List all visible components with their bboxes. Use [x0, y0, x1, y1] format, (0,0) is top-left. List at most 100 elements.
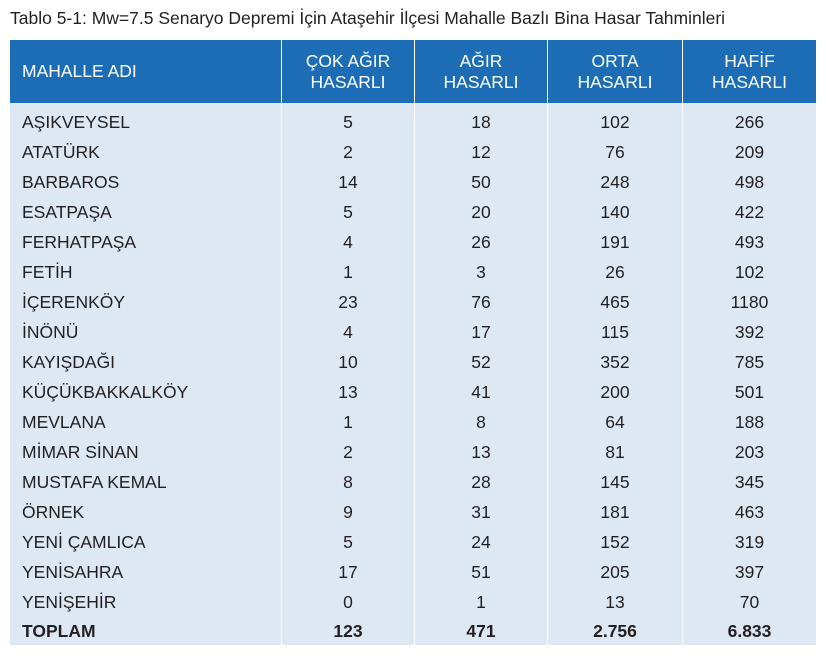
header-heavy-line1: AĞIR — [459, 50, 503, 71]
cell-moderate: 64 — [548, 407, 683, 437]
cell-heavy: 26 — [415, 227, 548, 257]
table-row: KÜÇÜKBAKKALKÖY 13 41 200 501 — [10, 377, 816, 407]
cell-heavy: 51 — [415, 557, 548, 587]
cell-light: 266 — [683, 103, 816, 137]
table-row: BARBAROS 14 50 248 498 — [10, 167, 816, 197]
cell-very-heavy: 5 — [282, 197, 415, 227]
cell-heavy: 41 — [415, 377, 548, 407]
cell-light: 463 — [683, 497, 816, 527]
cell-light: 188 — [683, 407, 816, 437]
cell-very-heavy: 2 — [282, 137, 415, 167]
table-row: MUSTAFA KEMAL 8 28 145 345 — [10, 467, 816, 497]
header-moderate-line2: HASARLI — [577, 71, 653, 92]
header-neighborhood-name: MAHALLE ADI — [10, 40, 282, 103]
cell-very-heavy: 4 — [282, 317, 415, 347]
cell-very-heavy: 23 — [282, 287, 415, 317]
cell-neighborhood-name: İÇERENKÖY — [10, 287, 282, 317]
cell-neighborhood-name: YENİSAHRA — [10, 557, 282, 587]
cell-neighborhood-name: KAYIŞDAĞI — [10, 347, 282, 377]
cell-neighborhood-name: İNÖNÜ — [10, 317, 282, 347]
table-row: KAYIŞDAĞI 10 52 352 785 — [10, 347, 816, 377]
table-row: MEVLANA 1 8 64 188 — [10, 407, 816, 437]
cell-neighborhood-name: AŞIKVEYSEL — [10, 103, 282, 137]
cell-neighborhood-name: ÖRNEK — [10, 497, 282, 527]
cell-neighborhood-name: MUSTAFA KEMAL — [10, 467, 282, 497]
cell-light: 392 — [683, 317, 816, 347]
table-row: MİMAR SİNAN 2 13 81 203 — [10, 437, 816, 467]
cell-heavy: 52 — [415, 347, 548, 377]
cell-very-heavy: 5 — [282, 103, 415, 137]
total-label: TOPLAM — [10, 617, 282, 645]
cell-moderate: 200 — [548, 377, 683, 407]
cell-moderate: 181 — [548, 497, 683, 527]
cell-heavy: 50 — [415, 167, 548, 197]
cell-very-heavy: 1 — [282, 257, 415, 287]
cell-heavy: 76 — [415, 287, 548, 317]
cell-moderate: 152 — [548, 527, 683, 557]
header-very-heavy-line1: ÇOK AĞIR — [305, 50, 391, 71]
cell-light: 345 — [683, 467, 816, 497]
cell-light: 785 — [683, 347, 816, 377]
cell-light: 209 — [683, 137, 816, 167]
cell-neighborhood-name: BARBAROS — [10, 167, 282, 197]
cell-neighborhood-name: MEVLANA — [10, 407, 282, 437]
cell-heavy: 1 — [415, 587, 548, 617]
total-very-heavy: 123 — [282, 617, 415, 645]
total-light: 6.833 — [683, 617, 816, 645]
cell-very-heavy: 9 — [282, 497, 415, 527]
cell-moderate: 248 — [548, 167, 683, 197]
header-moderate-damage: ORTA HASARLI — [548, 40, 683, 103]
cell-heavy: 8 — [415, 407, 548, 437]
table-body: AŞIKVEYSEL 5 18 102 266 ATATÜRK 2 12 76 209 BARBAR… — [10, 103, 816, 645]
header-very-heavy-line2: HASARLI — [310, 71, 386, 92]
header-light-line1: HAFİF — [724, 50, 775, 71]
header-heavy-line2: HASARLI — [443, 71, 519, 92]
table-header-row: MAHALLE ADI ÇOK AĞIR HASARLI AĞIR HASARL… — [10, 40, 816, 103]
cell-neighborhood-name: KÜÇÜKBAKKALKÖY — [10, 377, 282, 407]
cell-light: 203 — [683, 437, 816, 467]
table-row: ATATÜRK 2 12 76 209 — [10, 137, 816, 167]
cell-very-heavy: 8 — [282, 467, 415, 497]
cell-neighborhood-name: ATATÜRK — [10, 137, 282, 167]
cell-neighborhood-name: FETİH — [10, 257, 282, 287]
table-row: ÖRNEK 9 31 181 463 — [10, 497, 816, 527]
cell-neighborhood-name: YENİ ÇAMLICA — [10, 527, 282, 557]
cell-moderate: 76 — [548, 137, 683, 167]
cell-light: 319 — [683, 527, 816, 557]
cell-very-heavy: 17 — [282, 557, 415, 587]
cell-light: 1180 — [683, 287, 816, 317]
cell-very-heavy: 10 — [282, 347, 415, 377]
cell-heavy: 31 — [415, 497, 548, 527]
cell-heavy: 12 — [415, 137, 548, 167]
cell-very-heavy: 14 — [282, 167, 415, 197]
cell-moderate: 13 — [548, 587, 683, 617]
table-row: FERHATPAŞA 4 26 191 493 — [10, 227, 816, 257]
cell-heavy: 28 — [415, 467, 548, 497]
total-heavy: 471 — [415, 617, 548, 645]
cell-very-heavy: 2 — [282, 437, 415, 467]
table-row: YENİ ÇAMLICA 5 24 152 319 — [10, 527, 816, 557]
cell-light: 501 — [683, 377, 816, 407]
cell-heavy: 3 — [415, 257, 548, 287]
table-row: AŞIKVEYSEL 5 18 102 266 — [10, 103, 816, 137]
header-light-line2: HASARLI — [712, 71, 787, 92]
table-row: ESATPAŞA 5 20 140 422 — [10, 197, 816, 227]
damage-estimate-table: MAHALLE ADI ÇOK AĞIR HASARLI AĞIR HASARL… — [10, 40, 816, 645]
cell-moderate: 465 — [548, 287, 683, 317]
table-caption: Tablo 5-1: Mw=7.5 Senaryo Depremi İçin A… — [10, 8, 726, 28]
cell-neighborhood-name: FERHATPAŞA — [10, 227, 282, 257]
cell-neighborhood-name: ESATPAŞA — [10, 197, 282, 227]
cell-light: 102 — [683, 257, 816, 287]
total-row: TOPLAM 123 471 2.756 6.833 — [10, 617, 816, 645]
cell-very-heavy: 0 — [282, 587, 415, 617]
cell-moderate: 26 — [548, 257, 683, 287]
header-light-damage: HAFİF HASARLI — [683, 40, 816, 103]
table-row: İNÖNÜ 4 17 115 392 — [10, 317, 816, 347]
cell-moderate: 205 — [548, 557, 683, 587]
cell-moderate: 81 — [548, 437, 683, 467]
total-moderate: 2.756 — [548, 617, 683, 645]
cell-moderate: 352 — [548, 347, 683, 377]
cell-moderate: 115 — [548, 317, 683, 347]
cell-heavy: 13 — [415, 437, 548, 467]
cell-light: 70 — [683, 587, 816, 617]
